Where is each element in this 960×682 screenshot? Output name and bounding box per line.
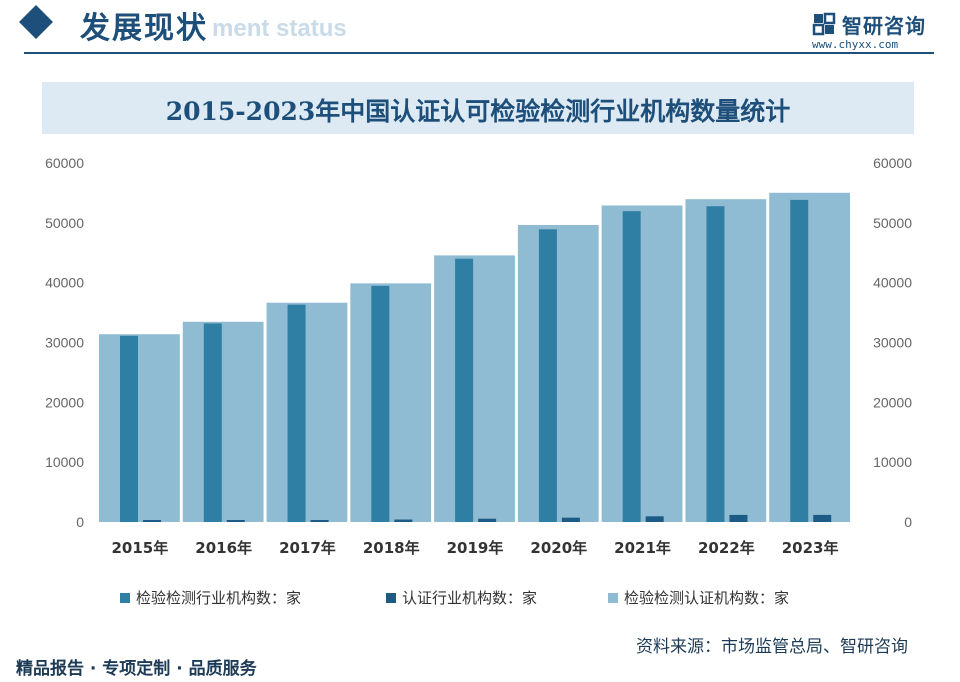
bar-total — [350, 283, 432, 522]
y-tick-label-left: 50000 — [45, 215, 84, 231]
bar-inspection — [538, 229, 557, 522]
y-tick-label-left: 20000 — [45, 394, 84, 410]
section-subtitle: ment status — [212, 15, 347, 42]
bar-inspection — [371, 285, 390, 522]
section-title: 发展现状 — [80, 11, 208, 46]
bar-certification — [729, 514, 748, 522]
bar-total — [99, 334, 180, 522]
x-tick-label: 2022年 — [698, 539, 755, 557]
y-tick-label-left: 60000 — [45, 155, 84, 171]
bar-certification — [226, 520, 245, 522]
bar-certification — [645, 516, 664, 522]
x-tick-label: 2015年 — [112, 539, 169, 557]
brand: 智研咨询 www.chyxx.com — [812, 10, 952, 51]
x-tick-label: 2018年 — [363, 539, 420, 557]
legend-swatch — [120, 593, 130, 603]
bar-total — [685, 199, 767, 522]
y-tick-label-right: 50000 — [873, 215, 912, 231]
y-tick-label-left: 40000 — [45, 275, 84, 291]
x-tick-label: 2020年 — [530, 539, 587, 557]
bar-total — [182, 321, 264, 522]
legend-swatch — [608, 593, 618, 603]
bar-certification — [394, 519, 413, 522]
section-header: ment status 发展现状 智研咨询 www.chyxx.com — [0, 0, 960, 58]
bar-inspection — [287, 304, 306, 522]
bar-total — [517, 224, 599, 522]
bar-total — [434, 255, 515, 522]
bar-inspection — [203, 323, 222, 522]
x-tick-label: 2017年 — [279, 539, 336, 557]
y-tick-label-right: 30000 — [873, 335, 912, 351]
x-tick-label: 2016年 — [195, 539, 252, 557]
y-tick-label-right: 20000 — [873, 394, 912, 410]
bar-inspection — [790, 199, 809, 522]
y-tick-label-left: 30000 — [45, 335, 84, 351]
y-tick-label-left: 10000 — [45, 454, 84, 470]
y-tick-label-right: 60000 — [873, 155, 912, 171]
brand-logo-icon — [812, 12, 836, 36]
bar-total — [769, 192, 850, 522]
legend-label: 检验检测认证机构数：家 — [624, 589, 789, 607]
bar-certification — [143, 520, 161, 522]
header-divider — [24, 52, 934, 54]
bar-inspection — [455, 258, 474, 522]
x-tick-label: 2021年 — [614, 539, 671, 557]
legend-swatch — [386, 593, 396, 603]
bar-certification — [813, 514, 832, 522]
source-note: 资料来源：市场监管总局、智研咨询 — [636, 637, 908, 657]
brand-name: 智研咨询 — [842, 14, 926, 38]
legend-label: 检验检测行业机构数：家 — [136, 589, 301, 607]
chart-title: 2015-2023年中国认证认可检验检测行业机构数量统计 — [165, 97, 791, 126]
bar-total — [266, 302, 348, 522]
chart-title-band: 2015-2023年中国认证认可检验检测行业机构数量统计 — [42, 82, 914, 134]
bar-certification — [561, 517, 580, 522]
y-tick-label-right: 10000 — [873, 454, 912, 470]
bar-inspection — [120, 335, 138, 522]
legend-label: 认证行业机构数：家 — [402, 589, 537, 607]
brand-url: www.chyxx.com — [812, 38, 899, 51]
x-tick-label: 2019年 — [447, 539, 504, 557]
y-tick-label-right: 0 — [904, 514, 912, 530]
bar-inspection — [706, 206, 725, 522]
bar-total — [601, 205, 683, 522]
bar-inspection — [622, 211, 641, 522]
y-tick-label-left: 0 — [76, 514, 84, 530]
x-tick-label: 2023年 — [782, 539, 839, 557]
bar-certification — [310, 520, 329, 522]
footer-slogan: 精品报告 · 专项定制 · 品质服务 — [16, 659, 257, 679]
bar-certification — [478, 518, 497, 522]
y-tick-label-right: 40000 — [873, 275, 912, 291]
